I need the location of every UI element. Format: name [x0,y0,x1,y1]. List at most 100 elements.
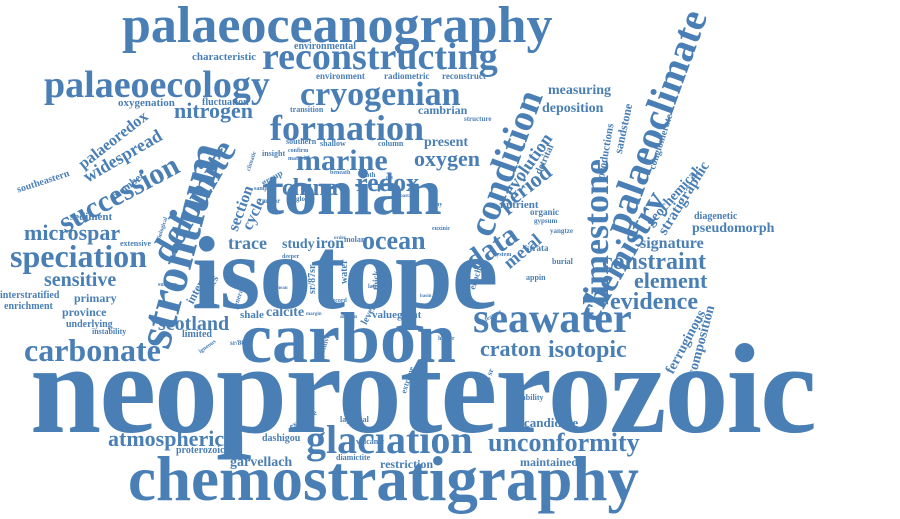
word-sensitive: sensitive [44,269,117,291]
word-fluctuation: fluctuation [202,97,249,108]
word-iron: iron [316,235,345,252]
word-yangtze: yangtze [550,227,573,235]
word-isotopic: isotopic [548,337,627,363]
word-gypsum: gypsum [534,217,558,225]
word-environment: environment [316,71,365,81]
word-order: order [334,236,346,241]
word-proterozoic: proterozoic [176,445,225,456]
word-pseudomorph: pseudomorph [692,221,775,236]
word-sr87sr: sr/87sr [307,264,318,294]
word-isotope: isotope [192,216,498,331]
word-glaciation: glaciation [306,417,473,462]
word-environmental: environmental [294,41,357,52]
word-atmospheric: atmospheric [108,426,225,451]
word-oxygenation: oxygenation [118,97,175,109]
word-reconstruct: reconstruct [442,71,486,81]
word-marine: marine [296,144,388,177]
word-tonian: tonian [262,156,442,229]
word-lagoonal: lagoonal [340,415,369,424]
word-global: global [296,195,315,203]
word-sample: sample [254,186,272,192]
word-volcanic: volcanic [356,437,384,446]
word-radiometric: radiometric [384,71,430,81]
word-province: province [62,305,107,319]
word-limited: limited [182,329,212,340]
word-palaeoecology: palaeoecology [44,64,270,106]
word-tooth: tooth [360,171,376,179]
word-redox: redox [356,168,420,197]
word-ocean: ocean [362,226,426,255]
word-part: part [380,282,390,287]
word-burial: burial [552,257,573,266]
word-calcite: calcite [266,305,305,320]
word-nutrient: nutrient [500,199,539,211]
word-sr86sr: sr/86sr [230,339,251,347]
word-diamictite: diamictite [336,453,371,462]
word-candidate: candidate [524,415,579,430]
word-water: water [339,259,350,284]
word-enrichment: enrichment [4,301,53,312]
word-cryogenian: cryogenian [300,76,461,113]
word-column: column [378,139,404,148]
word-southeastern: southeastern [15,168,71,196]
word-euxinic: euxinic [432,226,451,232]
word-molar: molar [344,235,365,244]
word-underlying: underlying [66,319,113,330]
word-anoxia: anoxia [340,314,358,320]
word-confirm: confirm [288,148,309,154]
word-appin: appin [526,273,546,282]
word-trace: trace [228,233,267,253]
word-scotland: scotland [158,313,230,335]
word-mean: mean [276,286,288,291]
word-study: study [282,237,315,252]
word-variability: variability [508,393,544,402]
word-margin: margin [306,312,322,317]
word-cambrian: cambrian [418,103,468,117]
word-shallow: shallow [320,139,346,148]
word-maintained: maintained [520,455,579,469]
word-coastal: coastal [398,194,413,199]
word-clay: clay [432,202,443,208]
word-unconformity: unconformity [488,428,640,457]
word-signature: signature [640,235,704,252]
word-transition: transition [290,105,324,114]
word-formation: formation [270,108,424,148]
word-higher: higher [438,336,455,342]
word-surface: surface [158,282,177,288]
word-organic: organic [530,207,559,217]
word-element: element [634,268,708,293]
word-interstratified: interstratified [0,290,60,301]
word-diagenetic: diagenetic [694,211,738,222]
word-deeper: deeper [282,254,300,260]
word-beneath: beneath [330,170,351,176]
word-microspar: microspar [24,220,121,245]
word-carbonate: carbonate [24,332,161,368]
word-system: system [494,252,512,258]
word-characteristic: characteristic [192,51,257,63]
word-southern: southern [286,137,317,146]
word-structure: structure [464,115,492,123]
word-craton: craton [480,336,542,361]
word-major: major [262,197,281,205]
word-seawater: seawater [473,296,632,342]
word-garvellach: garvellach [230,455,293,470]
word-constraint: constraint [602,249,706,275]
word-climatic: climatic [246,150,258,172]
word-china: china [282,175,339,201]
word-instability: instability [92,327,127,336]
word-material: material [288,156,310,162]
word-deposition: deposition [542,101,604,116]
word-dashigou: dashigou [262,433,301,444]
word-insight: insight [262,149,286,158]
word-nitrogen: nitrogen [174,98,254,123]
word-late: late [368,284,378,290]
word-valuegreat: valuegreat [372,309,422,321]
word-restriction: restriction [380,457,434,471]
word-rift: rift [386,176,393,181]
word-extensive: extensive [120,239,152,248]
word-measuring: measuring [548,83,611,98]
word-present: present [424,135,469,150]
word-chemostratigraphy: chemostratigraphy [128,444,639,514]
word-primary: primary [74,291,117,305]
